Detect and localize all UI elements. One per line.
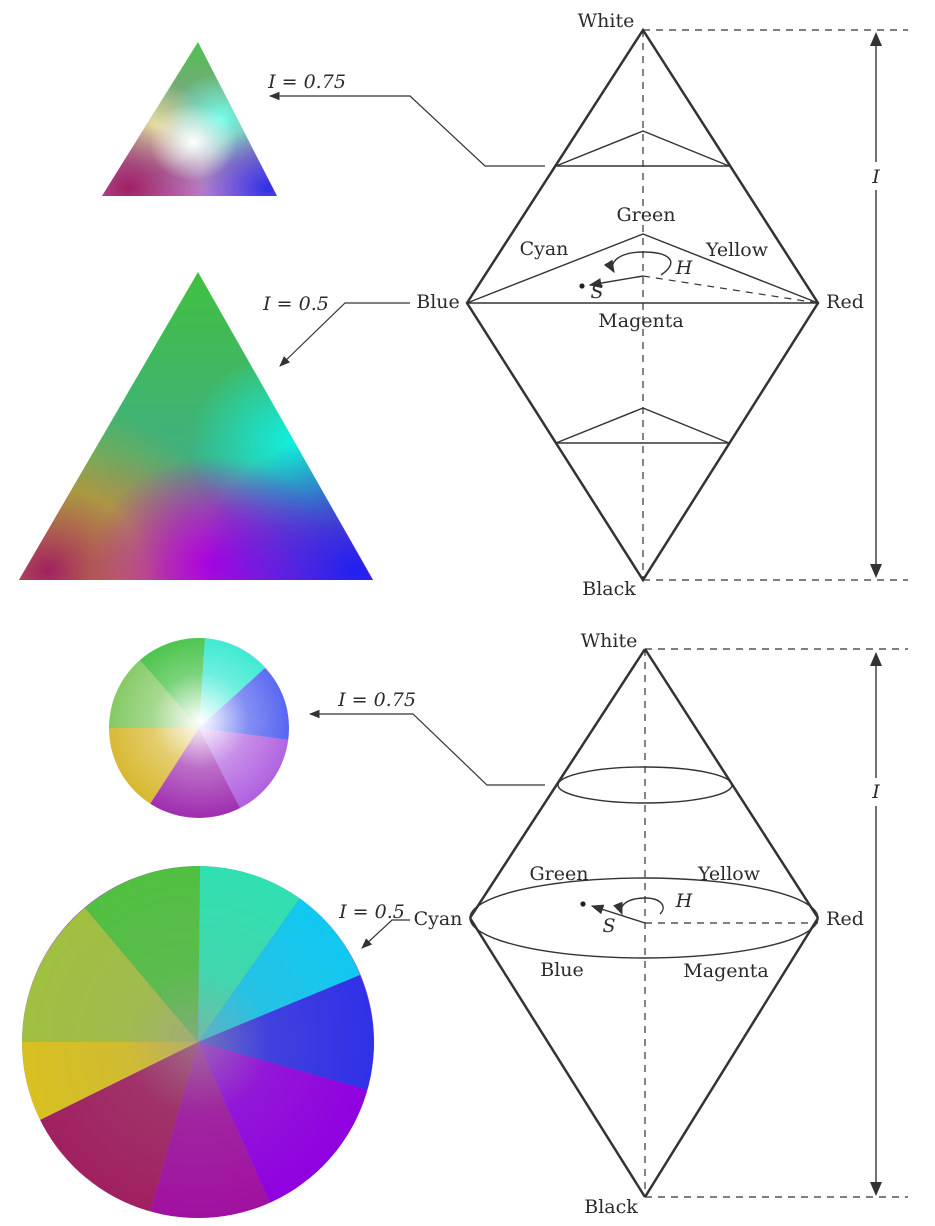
label-blue-top: Blue [416, 291, 460, 313]
label-yellow-bottom: Yellow [697, 863, 761, 885]
label-intensity-top: I [871, 166, 880, 188]
leader-i050-bottom [361, 919, 410, 949]
label-hue-bottom: H [675, 890, 693, 912]
label-white-bottom: White [581, 630, 638, 652]
triangular-double-pyramid [465, 27, 908, 583]
circular-double-cone [468, 648, 908, 1198]
label-i050-bottom: I = 0.5 [338, 901, 405, 923]
label-saturation-bottom: S [602, 915, 615, 937]
label-white-top: White [578, 10, 635, 32]
label-i075-top: I = 0.75 [267, 71, 346, 93]
label-red-bottom: Red [826, 908, 864, 930]
label-cyan-bottom: Cyan [414, 908, 463, 930]
triangle-slice-i050 [19, 272, 373, 580]
label-blue-bottom: Blue [540, 959, 584, 981]
label-green-bottom: Green [530, 863, 589, 885]
label-saturation-top: S [590, 281, 603, 303]
label-black-top: Black [582, 578, 636, 600]
label-yellow-top: Yellow [705, 239, 769, 261]
label-hue-top: H [675, 257, 693, 279]
circle-slice-i050 [22, 866, 374, 1218]
label-magenta-bottom: Magenta [683, 960, 768, 982]
triangle-slice-i075 [102, 42, 277, 196]
label-black-bottom: Black [584, 1196, 638, 1218]
label-magenta-top: Magenta [598, 310, 683, 332]
label-i050-top: I = 0.5 [262, 293, 329, 315]
label-cyan-top: Cyan [520, 238, 569, 260]
label-intensity-bottom: I [871, 781, 880, 803]
label-green-top: Green [617, 204, 676, 226]
label-red-top: Red [826, 291, 864, 313]
leader-i050-top [279, 302, 410, 367]
leader-i075-top [268, 91, 545, 167]
label-i075-bottom: I = 0.75 [337, 689, 416, 711]
circle-slice-i075 [109, 638, 289, 818]
leader-i075-bottom [308, 709, 545, 786]
